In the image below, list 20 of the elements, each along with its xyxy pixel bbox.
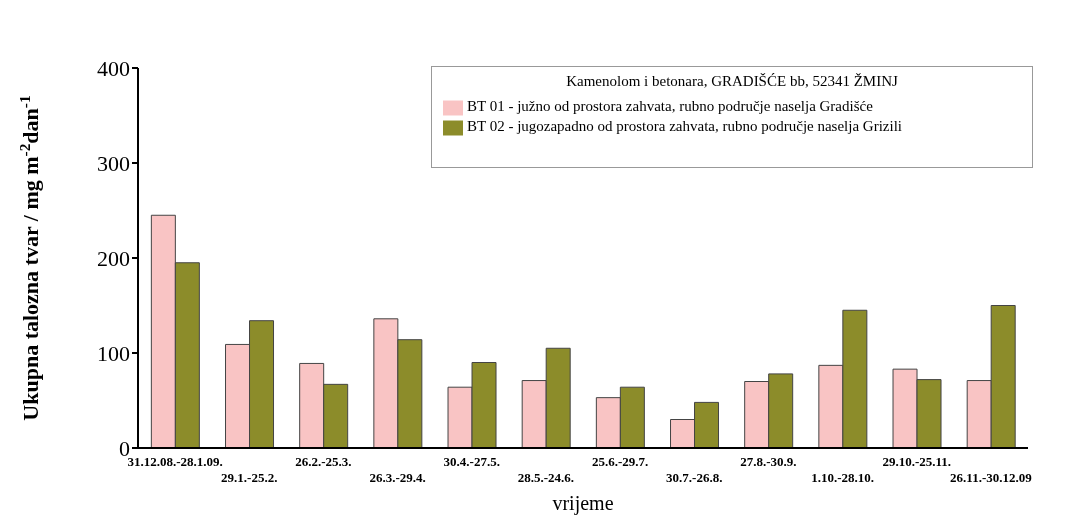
y-tick-label: 300 — [97, 150, 130, 176]
x-tick-label: 26.3.-29.4. — [369, 470, 426, 485]
x-tick-label: 28.5.-24.6. — [517, 470, 575, 485]
x-tick-label: 26.2.-25.3. — [295, 454, 352, 469]
x-tick-label: 29.10.-25.11. — [882, 454, 952, 469]
x-tick-label: 26.11.-30.12.09 — [950, 470, 1033, 485]
legend-label: BT 02 - jugozapadno od prostora zahvata, rubno područje naselja Grizili — [467, 118, 903, 135]
x-tick-label: 27.8.-30.9. — [740, 454, 797, 469]
y-tick-label: 400 — [97, 55, 130, 81]
y-tick-label: 200 — [97, 245, 130, 271]
x-tick-label: 31.12.08.-28.1.09. — [127, 454, 223, 469]
x-tick-label: 30.7.-26.8. — [666, 470, 723, 485]
x-axis-title: vrijeme — [552, 492, 614, 515]
legend-label: BT 01 - južno od prostora zahvata, rubno područje naselja Gradišće — [467, 98, 873, 115]
x-tick-label: 25.6.-29.7. — [591, 454, 649, 469]
x-tick-label: 29.1.-25.2. — [221, 470, 278, 485]
x-tick-label: 30.4.-27.5. — [443, 454, 500, 469]
legend-title: Kamenolom i betonara, GRADIŠĆE bb, 52341 ŽMINJ — [565, 73, 899, 90]
x-tick-label: 1.10.-28.10. — [811, 470, 875, 485]
y-tick-label: 100 — [97, 340, 130, 366]
